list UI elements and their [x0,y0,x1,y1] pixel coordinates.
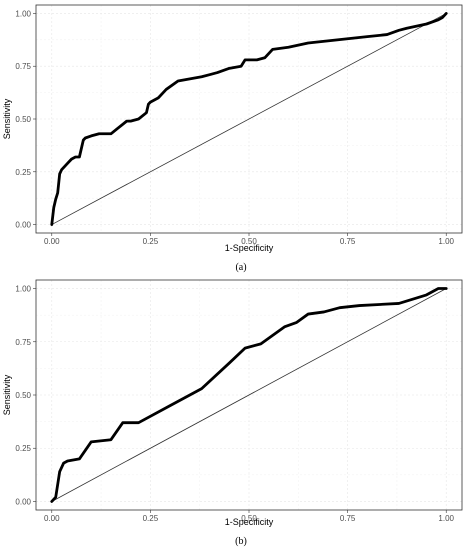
y-tick-label: 0.50 [15,115,31,124]
roc-chart-a: 0.00 0.00 0.25 0.25 0.50 0.50 0.75 0.75 1.00 1.00… [2,4,463,273]
y-tick-label: 0.50 [15,391,31,400]
x-tick-label: 0.50 [241,514,257,523]
reference-diagonal-line [51,13,447,225]
x-tick-label: 1.00 [438,237,454,246]
plot-panel-border [35,279,463,511]
reference-diagonal-line [51,288,447,502]
x-axis-label: 1-Specificity [225,243,274,253]
y-axis-label: Sensitivity [2,374,12,415]
x-tick-label: 0.00 [44,514,60,523]
x-tick-label: 0.75 [340,514,356,523]
y-tick-label: 1.00 [15,285,31,294]
y-tick-label: 1.00 [15,9,31,18]
x-tick-label: 0.00 [44,237,60,246]
x-tick-label: 0.50 [241,237,257,246]
x-tick-label: 0.75 [340,237,356,246]
x-tick-label: 0.25 [143,514,159,523]
y-tick-label: 0.25 [15,168,31,177]
y-tick-label: 0.25 [15,444,31,453]
figure-caption: (b) [235,536,247,547]
y-tick-label: 0.00 [15,221,31,230]
x-axis-label: 1-Specificity [225,517,274,527]
roc-curve [50,287,448,503]
roc-chart-b: 0.00 0.00 0.25 0.25 0.50 0.50 0.75 0.75 1.00 1.00… [2,279,463,547]
plot-panel-border [35,4,463,234]
y-tick-label: 0.75 [15,62,31,71]
y-tick-label: 0.00 [15,497,31,506]
y-tick-label: 0.75 [15,338,31,347]
roc-curve [50,12,448,226]
x-tick-label: 1.00 [438,514,454,523]
y-axis-label: Sensitivity [2,98,12,139]
x-tick-label: 0.25 [143,237,159,246]
figure-caption: (a) [235,262,246,273]
